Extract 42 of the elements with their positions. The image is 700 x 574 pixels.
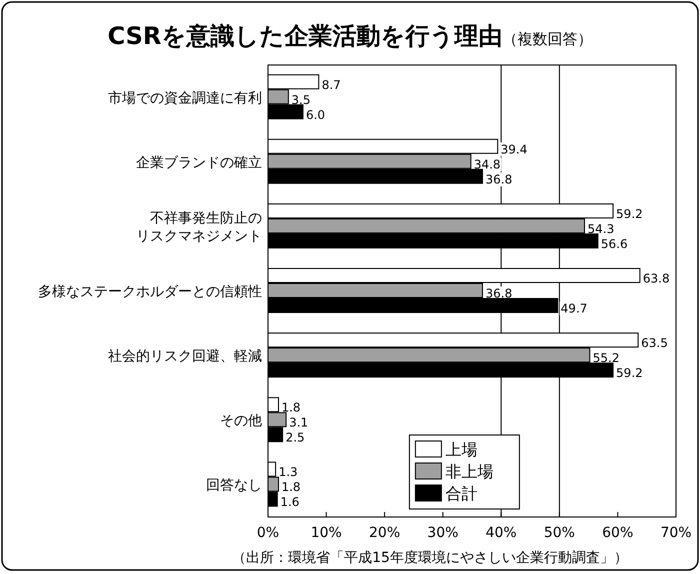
data-label: 1.3	[278, 465, 298, 480]
data-label: 8.7	[322, 78, 341, 92]
chart-subtitle: （複数回答）	[502, 30, 592, 48]
legend-label: 非上場	[445, 462, 494, 481]
data-label: 2.5	[286, 430, 305, 445]
x-tick-label: 60%	[602, 525, 634, 541]
data-label: 36.8	[485, 172, 512, 186]
x-tick-label: 70%	[660, 525, 692, 541]
y-tick-label: 社会的リスク回避、軽減	[108, 348, 262, 365]
y-tick-label: その他	[220, 413, 262, 430]
x-tick-label: 10%	[310, 525, 342, 541]
x-tick-label: 20%	[369, 525, 400, 541]
x-tick-label: 40%	[486, 525, 517, 541]
data-label: 1.8	[281, 400, 301, 415]
data-label: 49.7	[560, 302, 588, 316]
data-label: 56.6	[600, 236, 628, 251]
data-label: 1.6	[280, 495, 300, 510]
data-label: 3.1	[289, 416, 308, 430]
data-label: 34.8	[474, 157, 501, 172]
x-tick-label: 0%	[256, 525, 280, 541]
y-tick-label: 不祥事発生防止のリスクマネジメント	[136, 210, 262, 244]
data-label: 36.8	[485, 286, 512, 300]
legend-label: 合計	[445, 484, 478, 503]
x-tick-label: 50%	[544, 525, 575, 541]
x-tick-label: 30%	[427, 525, 458, 541]
y-tick-label: 市場での資金調達に有利	[108, 90, 262, 106]
y-tick-label: 回答なし	[206, 478, 262, 494]
data-label: 54.3	[587, 222, 614, 236]
data-label: 63.8	[642, 272, 670, 286]
text: （出所：環境省「平成15年度環境にやさしい企業行動調査」）	[232, 550, 628, 566]
chart-title: CSRを意識した企業活動を行う理由	[108, 22, 502, 50]
data-label: 55.2	[592, 351, 620, 366]
data-label: 3.5	[291, 92, 310, 107]
data-label: 39.4	[500, 142, 528, 156]
data-label: 1.8	[281, 480, 301, 494]
y-tick-label: 企業ブランドの確立	[136, 154, 262, 171]
data-label: 6.0	[306, 108, 326, 122]
y-tick-label: 多様なステークホルダーとの信頼性	[38, 284, 262, 300]
data-label: 59.2	[616, 366, 643, 380]
data-label: 59.2	[616, 206, 643, 221]
legend-label: 上場	[445, 440, 478, 459]
data-label: 63.5	[641, 336, 668, 350]
